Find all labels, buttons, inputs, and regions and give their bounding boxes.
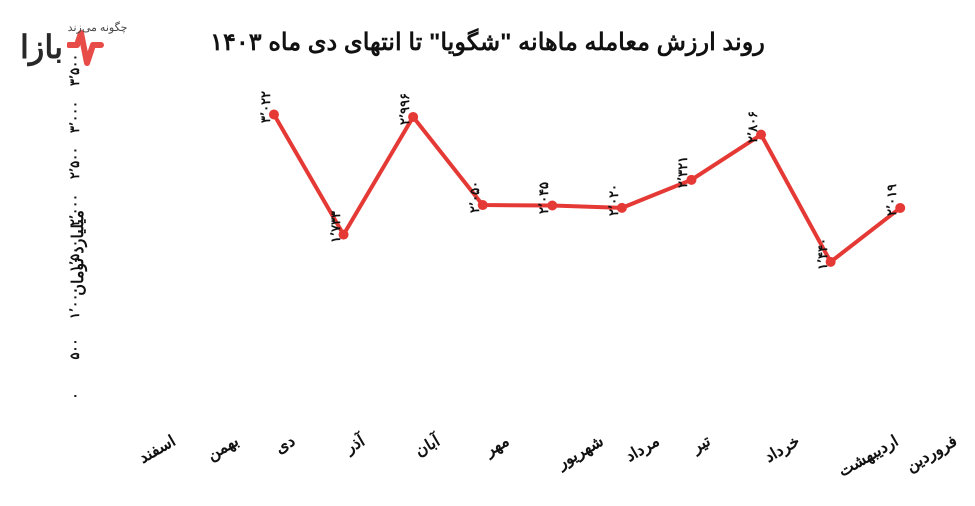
- data-point-label: ۲٬۹۹۶: [397, 93, 413, 125]
- x-tick-label: شهریور: [554, 431, 607, 473]
- x-tick-label: اردیبهشت: [834, 431, 901, 481]
- data-point-label: ۱٬۴۴۰: [815, 238, 831, 270]
- data-point-label: ۲٬۰۴۵: [536, 181, 552, 213]
- chart-title: روند ارزش معامله ماهانه "شگویا" تا انتها…: [0, 28, 975, 57]
- y-tick-label: ۰: [67, 376, 83, 416]
- data-point-label: ۲٬۰۵۰: [467, 181, 483, 213]
- y-tick-label: ۵۰۰: [67, 329, 83, 369]
- data-point-label: ۱٬۷۳۳: [328, 211, 344, 243]
- data-point-label: ۲٬۳۲۱: [675, 156, 691, 188]
- y-tick-label: ۱٬۵۰۰: [67, 236, 83, 276]
- x-tick-label: مرداد: [622, 431, 663, 466]
- x-tick-label: بهمن: [204, 431, 243, 465]
- x-tick-label: تیر: [689, 431, 715, 457]
- data-point-label: ۳٬۰۲۲: [258, 90, 274, 122]
- y-tick-label: ۳٬۰۰۰: [67, 97, 83, 137]
- x-tick-label: آبان: [412, 431, 444, 461]
- x-tick-label: اسفند: [135, 431, 179, 468]
- data-point-label: ۲٬۸۰۶: [745, 111, 761, 143]
- chart-plot-area: [100, 70, 935, 396]
- x-tick-label: دی: [272, 431, 299, 458]
- x-tick-label: مهر: [481, 431, 512, 461]
- data-point-label: ۲٬۰۱۹: [884, 184, 900, 216]
- y-tick-label: ۱٬۰۰۰: [67, 283, 83, 323]
- line-chart-svg: [100, 70, 935, 396]
- y-tick-label: ۳٬۵۰۰: [67, 50, 83, 90]
- y-tick-label: ۲٬۵۰۰: [67, 143, 83, 183]
- x-tick-label: خرداد: [761, 431, 803, 467]
- x-tick-label: فروردین: [903, 431, 961, 476]
- x-tick-label: آذر: [341, 431, 368, 458]
- data-point-label: ۲٬۰۲۰: [606, 184, 622, 216]
- y-tick-label: ۲٬۰۰۰: [67, 190, 83, 230]
